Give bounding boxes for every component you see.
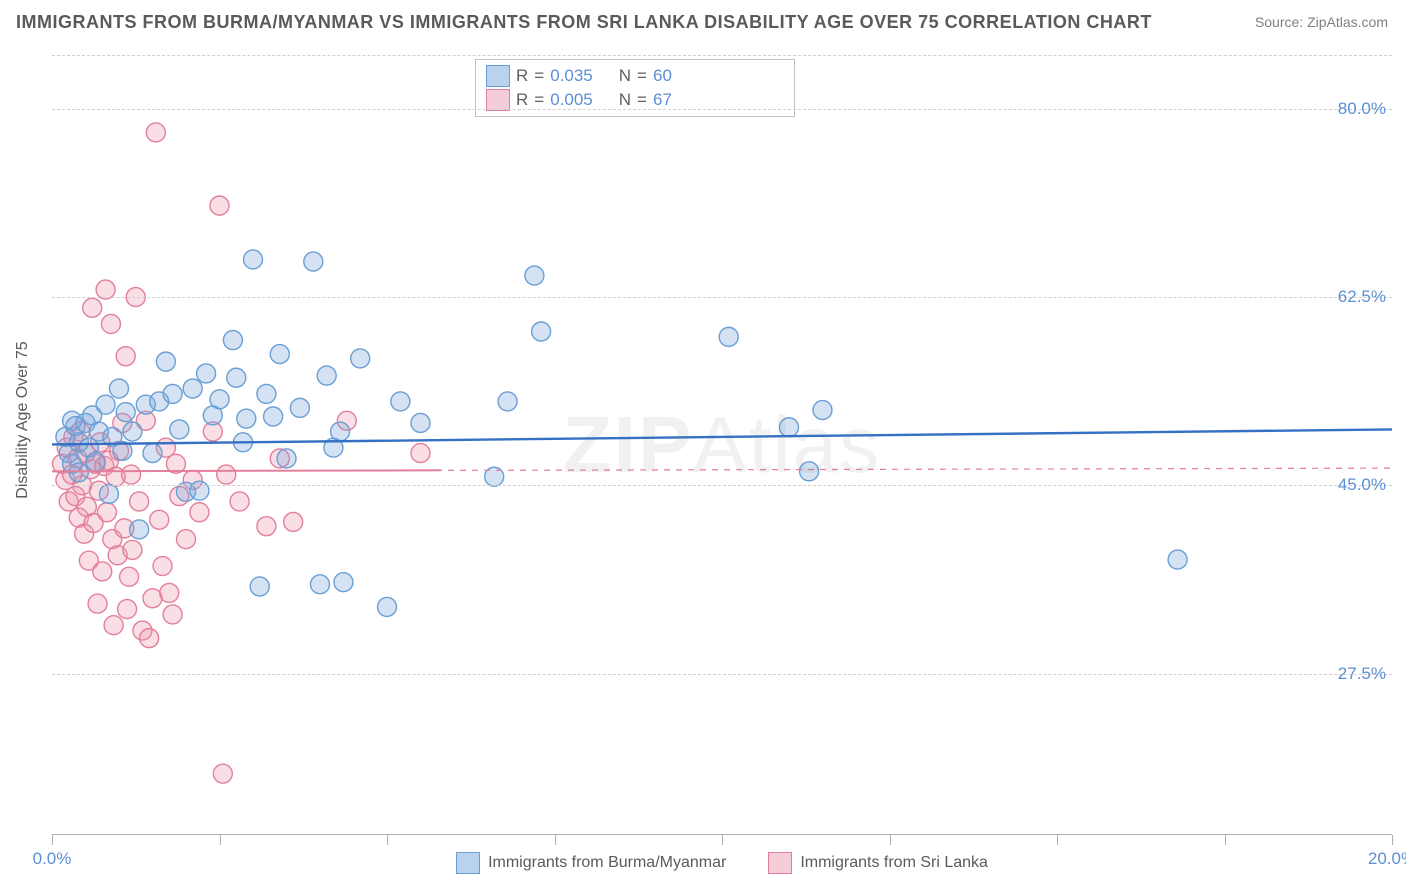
legend-n-value-1: 60 — [653, 66, 672, 86]
chart-plot-area: ZIPAtlas R = 0.035 N = 60 R = 0.005 N = … — [52, 55, 1392, 835]
y-axis-label: Disability Age Over 75 — [14, 341, 32, 498]
chart-title: IMMIGRANTS FROM BURMA/MYANMAR VS IMMIGRA… — [16, 12, 1152, 33]
source-label: Source: — [1255, 14, 1307, 30]
legend-bottom-item-1: Immigrants from Burma/Myanmar — [456, 852, 726, 874]
y-tick-label: 27.5% — [1338, 664, 1386, 684]
legend-bottom-item-2: Immigrants from Sri Lanka — [768, 852, 988, 874]
source-value: ZipAtlas.com — [1307, 14, 1388, 30]
legend-r-value-1: 0.035 — [550, 66, 593, 86]
x-tick-label: 0.0% — [33, 849, 72, 869]
legend-r-label-2: R — [516, 90, 528, 110]
legend-r-label: R — [516, 66, 528, 86]
legend-row-1: R = 0.035 N = 60 — [486, 64, 784, 88]
x-tick-label: 20.0% — [1368, 849, 1406, 869]
source-attribution: Source: ZipAtlas.com — [1255, 14, 1388, 30]
legend-bottom-swatch-blue — [456, 852, 480, 874]
legend-n-label: N — [619, 66, 631, 86]
legend-n-value-2: 67 — [653, 90, 672, 110]
legend-bottom-label-1: Immigrants from Burma/Myanmar — [488, 854, 726, 872]
scatter-svg — [52, 55, 1392, 835]
legend-r-value-2: 0.005 — [550, 90, 593, 110]
legend-bottom: Immigrants from Burma/Myanmar Immigrants… — [52, 852, 1392, 874]
legend-bottom-swatch-pink — [768, 852, 792, 874]
legend-n-label-2: N — [619, 90, 631, 110]
legend-swatch-blue — [486, 65, 510, 87]
y-tick-label: 80.0% — [1338, 99, 1386, 119]
legend-bottom-label-2: Immigrants from Sri Lanka — [800, 854, 988, 872]
y-tick-label: 45.0% — [1338, 475, 1386, 495]
legend-swatch-pink — [486, 89, 510, 111]
y-tick-label: 62.5% — [1338, 287, 1386, 307]
